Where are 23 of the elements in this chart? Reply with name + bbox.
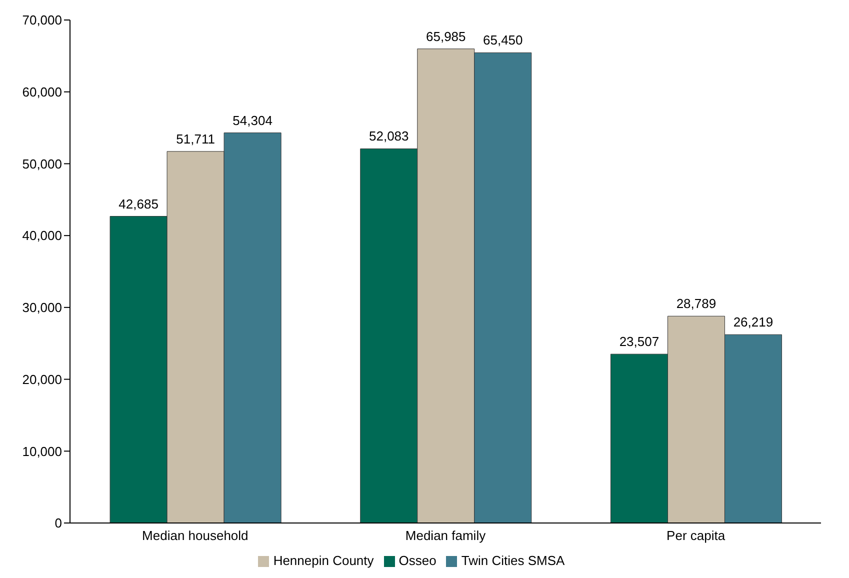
y-tick-label: 30,000 bbox=[22, 300, 62, 316]
y-tick-label: 70,000 bbox=[22, 12, 62, 28]
legend-label: Hennepin County bbox=[273, 553, 374, 568]
data-label: 65,985 bbox=[426, 28, 466, 44]
data-label: 26,219 bbox=[733, 314, 774, 330]
x-tick-label: Per capita bbox=[666, 528, 726, 544]
data-label: 28,789 bbox=[676, 296, 716, 312]
x-tick-label: Median household bbox=[142, 528, 248, 544]
y-tick-label: 40,000 bbox=[22, 228, 62, 244]
y-tick-label: 50,000 bbox=[22, 156, 62, 172]
y-tick-label: 20,000 bbox=[22, 372, 62, 387]
data-label: 65,450 bbox=[483, 32, 523, 48]
data-label: 42,685 bbox=[118, 196, 158, 212]
y-tick-label: 10,000 bbox=[22, 444, 62, 459]
legend-label: Osseo bbox=[398, 553, 436, 568]
data-label: 52,083 bbox=[369, 128, 409, 144]
data-label: 51,711 bbox=[176, 131, 215, 146]
data-label: 54,304 bbox=[232, 112, 272, 128]
x-tick-label: Median family bbox=[405, 528, 486, 544]
data-label: 23,507 bbox=[619, 334, 660, 350]
y-tick-label: 0 bbox=[54, 516, 62, 531]
legend-label: Twin Cities SMSA bbox=[461, 553, 565, 568]
y-tick-label: 60,000 bbox=[22, 84, 62, 100]
